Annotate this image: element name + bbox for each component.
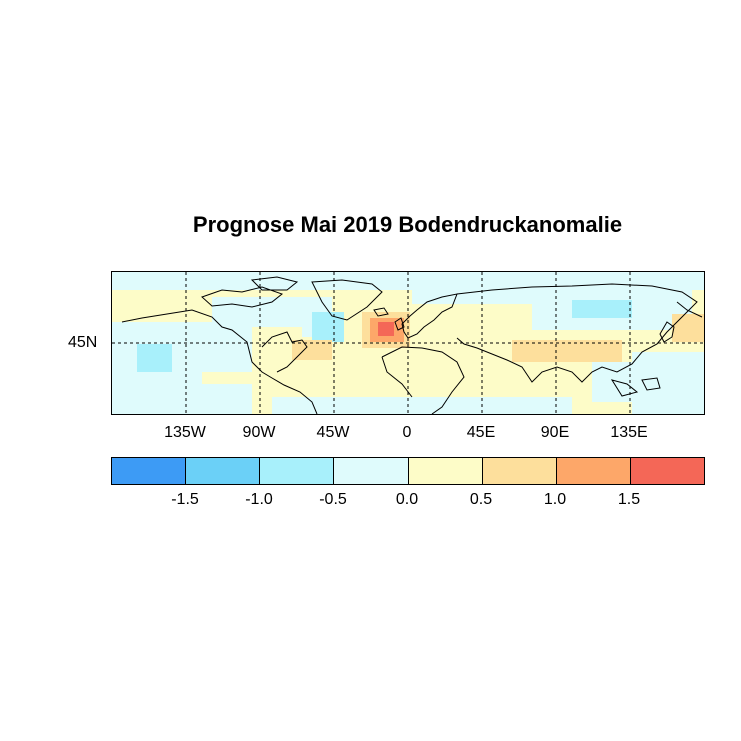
lon-label-0: 0 bbox=[402, 424, 412, 441]
pacific-field bbox=[112, 322, 252, 414]
east-asia-positive-anomaly bbox=[672, 314, 704, 342]
colorbar-swatch-7 bbox=[556, 458, 631, 484]
lat-label-45n: 45N bbox=[68, 334, 98, 351]
colorbar-label-0-0: 0.0 bbox=[395, 491, 419, 508]
greenland-negative-anomaly bbox=[312, 312, 344, 342]
colorbar-label-1-5: 1.5 bbox=[617, 491, 641, 508]
siberia-field bbox=[412, 282, 532, 304]
japan-coastline bbox=[659, 321, 675, 343]
alaska-coastline bbox=[676, 301, 703, 318]
colorbar-swatch-8 bbox=[630, 458, 704, 484]
map-title: Prognose Mai 2019 Bodendruckanomalie bbox=[192, 212, 623, 237]
arctic-islands-coastline bbox=[201, 276, 299, 308]
asia-coastline bbox=[456, 283, 698, 383]
lon-label-135w: 135W bbox=[164, 424, 206, 441]
north-atlantic-core-2 bbox=[378, 322, 394, 336]
colorbar-label-neg1-0: -1.0 bbox=[245, 491, 273, 508]
tropical-band bbox=[202, 372, 522, 384]
south-band bbox=[272, 397, 572, 414]
north-america-coastline bbox=[121, 309, 318, 414]
north-pacific-negative-anomaly bbox=[137, 344, 172, 372]
anomaly-map bbox=[111, 271, 705, 415]
east-siberia-negative-anomaly bbox=[572, 300, 632, 318]
colorbar-label-neg1-5: -1.5 bbox=[171, 491, 199, 508]
lon-label-45e: 45E bbox=[466, 424, 496, 441]
lon-label-90w: 90W bbox=[242, 424, 276, 441]
colorbar-label-1-0: 1.0 bbox=[543, 491, 567, 508]
colorbar-swatch-6 bbox=[482, 458, 557, 484]
east-atlantic-positive-anomaly bbox=[292, 340, 332, 360]
central-asia-positive-anomaly bbox=[512, 340, 622, 362]
southeast-asia-islands bbox=[610, 377, 661, 397]
greenland-coastline bbox=[311, 279, 383, 321]
colorbar-label-0-5: 0.5 bbox=[469, 491, 493, 508]
lon-label-90e: 90E bbox=[540, 424, 570, 441]
colorbar-swatch-5 bbox=[408, 458, 483, 484]
british-isles-coastline bbox=[394, 317, 405, 331]
iceland-coastline bbox=[373, 307, 389, 317]
eurasia-positive-anomaly bbox=[422, 314, 462, 329]
colorbar-label-neg0-5: -0.5 bbox=[319, 491, 347, 508]
colorbar-swatch-1 bbox=[112, 458, 187, 484]
lon-label-135e: 135E bbox=[610, 424, 648, 441]
europe-coastline bbox=[401, 293, 458, 339]
colorbar-swatch-3 bbox=[260, 458, 335, 484]
colorbar bbox=[111, 457, 705, 485]
africa-coastline bbox=[381, 346, 465, 414]
colorbar-swatch-4 bbox=[334, 458, 409, 484]
lon-label-45w: 45W bbox=[316, 424, 350, 441]
colorbar-swatch-2 bbox=[186, 458, 261, 484]
